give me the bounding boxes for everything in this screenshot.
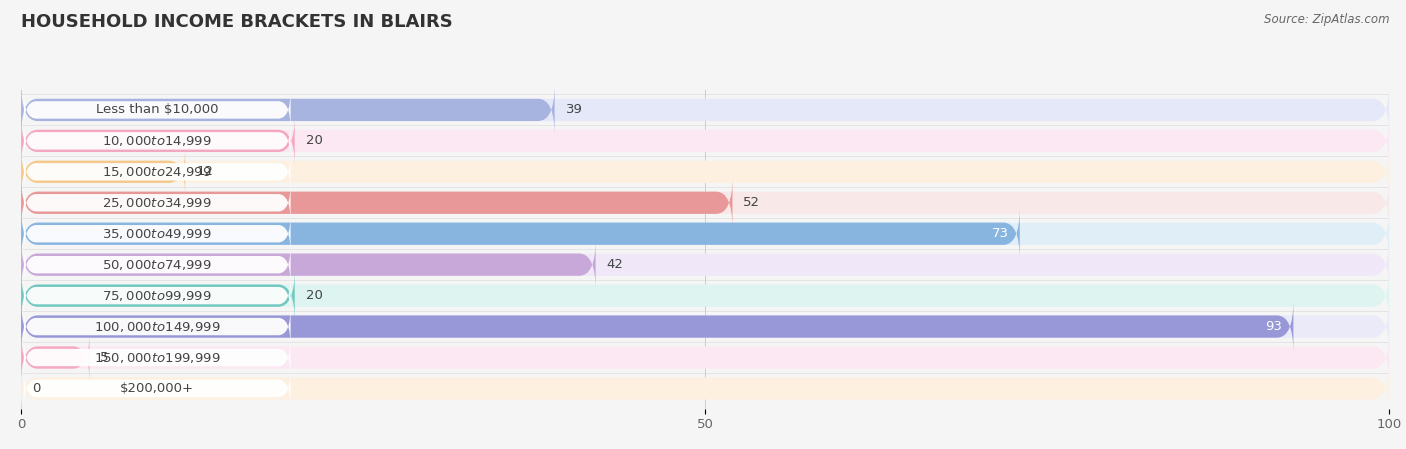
FancyBboxPatch shape [21,300,1389,352]
FancyBboxPatch shape [24,153,291,191]
FancyBboxPatch shape [21,146,1389,198]
FancyBboxPatch shape [24,246,291,284]
FancyBboxPatch shape [21,84,1389,136]
FancyBboxPatch shape [21,269,295,321]
Text: 73: 73 [991,227,1010,240]
Text: Less than $10,000: Less than $10,000 [96,103,218,116]
FancyBboxPatch shape [21,146,186,198]
Text: $35,000 to $49,999: $35,000 to $49,999 [103,227,212,241]
Text: $50,000 to $74,999: $50,000 to $74,999 [103,258,212,272]
Text: 5: 5 [100,351,108,364]
Text: $200,000+: $200,000+ [120,382,194,395]
FancyBboxPatch shape [21,300,1294,352]
FancyBboxPatch shape [21,239,596,291]
FancyBboxPatch shape [24,215,291,253]
Text: $75,000 to $99,999: $75,000 to $99,999 [103,289,212,303]
Text: 93: 93 [1265,320,1282,333]
Text: 20: 20 [305,134,322,147]
FancyBboxPatch shape [21,208,1389,260]
Text: $100,000 to $149,999: $100,000 to $149,999 [94,320,221,334]
FancyBboxPatch shape [24,91,291,129]
Text: $150,000 to $199,999: $150,000 to $199,999 [94,351,221,365]
FancyBboxPatch shape [21,239,1389,291]
FancyBboxPatch shape [21,331,1389,383]
Text: $10,000 to $14,999: $10,000 to $14,999 [103,134,212,148]
FancyBboxPatch shape [24,370,291,408]
FancyBboxPatch shape [24,122,291,160]
Text: $15,000 to $24,999: $15,000 to $24,999 [103,165,212,179]
FancyBboxPatch shape [21,115,295,167]
FancyBboxPatch shape [21,177,733,229]
Text: Source: ZipAtlas.com: Source: ZipAtlas.com [1264,13,1389,26]
FancyBboxPatch shape [24,184,291,222]
Text: 39: 39 [565,103,582,116]
FancyBboxPatch shape [21,84,554,136]
FancyBboxPatch shape [21,115,1389,167]
FancyBboxPatch shape [21,331,90,383]
Text: 12: 12 [197,165,214,178]
Text: $25,000 to $34,999: $25,000 to $34,999 [103,196,212,210]
Text: 0: 0 [32,382,41,395]
Text: HOUSEHOLD INCOME BRACKETS IN BLAIRS: HOUSEHOLD INCOME BRACKETS IN BLAIRS [21,13,453,31]
FancyBboxPatch shape [21,177,1389,229]
FancyBboxPatch shape [21,208,1019,260]
FancyBboxPatch shape [24,308,291,346]
FancyBboxPatch shape [21,269,1389,321]
Text: 20: 20 [305,289,322,302]
Text: 42: 42 [606,258,623,271]
FancyBboxPatch shape [24,277,291,315]
Text: 52: 52 [744,196,761,209]
FancyBboxPatch shape [24,339,291,377]
FancyBboxPatch shape [21,362,1389,414]
